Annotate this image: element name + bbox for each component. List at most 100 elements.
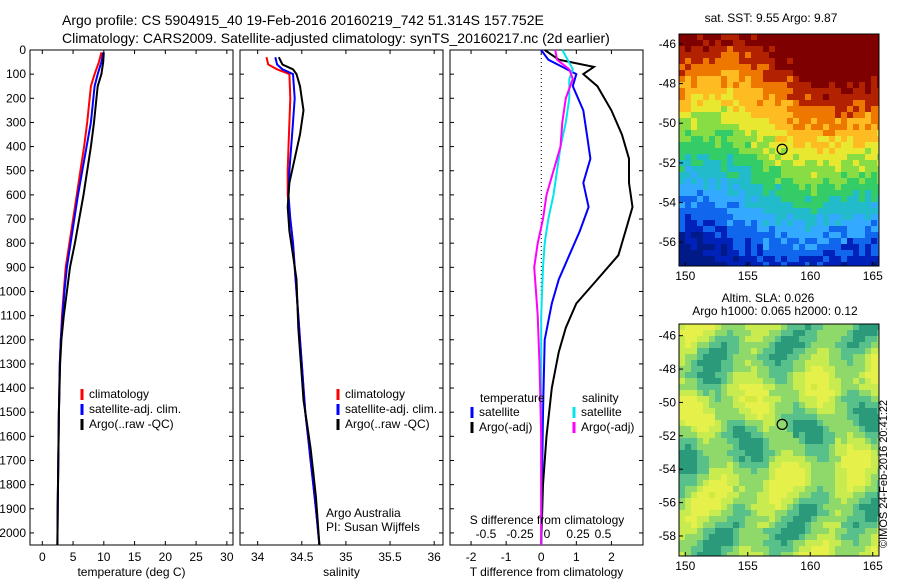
legend-label: satellite — [479, 405, 520, 419]
x-tick-label: 36 — [427, 550, 441, 564]
legend-label: Argo(..raw -QC) — [89, 417, 174, 431]
x-tick-label: -2 — [466, 550, 477, 564]
x-tick-label: 35 — [339, 550, 353, 564]
x-axis-label: temperature (deg C) — [77, 565, 185, 579]
y-tick-label: -46 — [659, 37, 677, 51]
y-tick-label: -46 — [659, 329, 677, 343]
x-tick-label: 155 — [738, 559, 758, 573]
y-tick-label: 1900 — [0, 502, 26, 516]
y-tick-label: 100 — [6, 67, 26, 81]
plot-frame — [29, 49, 234, 546]
y-tick-label: 1600 — [0, 429, 26, 443]
series-line — [533, 49, 574, 545]
x-tick-label: 5 — [70, 550, 77, 564]
y-tick-label: 800 — [6, 236, 26, 250]
map-frame — [678, 33, 880, 267]
x-tick-label: 35.5 — [378, 550, 402, 564]
y-tick-label: 500 — [6, 164, 26, 178]
x2-tick-label: -0.25 — [506, 527, 534, 541]
x-tick-label: 25 — [189, 550, 203, 564]
y-tick-label: 1200 — [0, 333, 26, 347]
x-tick-label: 10 — [97, 550, 111, 564]
y-tick-label: -52 — [659, 429, 677, 443]
x2-axis-label: S difference from climatology — [470, 513, 625, 527]
plot-frame — [239, 49, 444, 546]
x-tick-label: 2 — [608, 550, 615, 564]
y-tick-label: 700 — [6, 212, 26, 226]
header-line-2: Climatology: CARS2009. Satellite-adjuste… — [62, 30, 610, 46]
x-axis-label: T difference from climatology — [470, 565, 624, 579]
map-subtitle: Argo h1000: 0.065 h2000: 0.12 — [692, 304, 858, 318]
x-tick-label: 34 — [251, 550, 265, 564]
legend-label: Argo(-adj) — [479, 420, 532, 434]
legend-heading: temperature — [480, 391, 545, 405]
y-tick-label: 2000 — [0, 526, 26, 540]
x-tick-label: 15 — [128, 550, 142, 564]
header-line-1: Argo profile: CS 5904915_40 19-Feb-2016 … — [62, 12, 544, 28]
legend-label: satellite — [581, 405, 622, 419]
legend-label: climatology — [345, 387, 405, 401]
series-line — [540, 49, 634, 546]
x-tick-label: 0 — [39, 550, 46, 564]
y-tick-label: 1300 — [0, 357, 26, 371]
x-tick-label: 30 — [220, 550, 234, 564]
legend-label: climatology — [89, 387, 149, 401]
x2-tick-label: -0.5 — [476, 527, 497, 541]
map-title: sat. SST: 9.55 Argo: 9.87 — [705, 11, 838, 25]
y-tick-label: 1700 — [0, 453, 26, 467]
x-tick-label: 34.5 — [290, 550, 314, 564]
y-tick-label: -56 — [659, 235, 677, 249]
series-line — [277, 56, 321, 546]
x2-tick-label: 0.25 — [566, 527, 590, 541]
x-tick-label: 165 — [863, 269, 883, 283]
y-tick-label: -50 — [659, 116, 677, 130]
y-tick-label: 600 — [6, 188, 26, 202]
argo-position-marker — [776, 418, 788, 430]
y-tick-label: -54 — [659, 196, 677, 210]
x-tick-label: 20 — [159, 550, 173, 564]
x-tick-label: 160 — [800, 559, 820, 573]
x-tick-label: 0 — [538, 550, 545, 564]
legend-label: satellite-adj. clim. — [89, 402, 181, 416]
y-tick-label: 1500 — [0, 405, 26, 419]
annotation-line: PI: Susan Wijffels — [326, 520, 420, 534]
y-tick-label: 900 — [6, 260, 26, 274]
argo-position-marker — [776, 143, 788, 155]
plot-frame — [449, 49, 644, 546]
annotation-line: Argo Australia — [326, 506, 401, 520]
sst-map-field — [679, 34, 879, 266]
map-title: Altim. SLA: 0.026 — [722, 291, 815, 305]
legend-label: satellite-adj. clim. — [345, 402, 437, 416]
x-tick-label: 155 — [738, 269, 758, 283]
y-tick-label: -48 — [659, 77, 677, 91]
y-tick-label: 0 — [19, 43, 26, 57]
map-frame — [678, 323, 880, 557]
y-tick-label: 1800 — [0, 478, 26, 492]
y-tick-label: 1000 — [0, 284, 26, 298]
x-tick-label: 1 — [573, 550, 580, 564]
x2-tick-label: 0 — [544, 527, 551, 541]
legend-label: Argo(-adj) — [581, 420, 634, 434]
y-tick-label: -52 — [659, 156, 677, 170]
y-tick-label: 1400 — [0, 381, 26, 395]
legend-heading: salinity — [582, 391, 619, 405]
y-tick-label: 1100 — [0, 309, 26, 323]
timestamp-stamp: ©IMOS 24-Feb-2016 20:41:22 — [878, 399, 890, 548]
x2-tick-label: 0.5 — [595, 527, 612, 541]
x-axis-label: salinity — [323, 565, 360, 579]
x-tick-label: 150 — [675, 269, 695, 283]
x-tick-label: -1 — [501, 550, 512, 564]
y-tick-label: -54 — [659, 462, 677, 476]
x-tick-label: 150 — [675, 559, 695, 573]
y-tick-label: -58 — [659, 529, 677, 543]
y-tick-label: -56 — [659, 496, 677, 510]
x-tick-label: 160 — [800, 269, 820, 283]
y-tick-label: 400 — [6, 140, 26, 154]
legend-label: Argo(..raw -QC) — [345, 417, 430, 431]
y-tick-label: -50 — [659, 395, 677, 409]
x-tick-label: 165 — [863, 559, 883, 573]
y-tick-label: -48 — [659, 362, 677, 376]
sla-map-field — [679, 324, 879, 556]
series-line — [540, 49, 574, 545]
